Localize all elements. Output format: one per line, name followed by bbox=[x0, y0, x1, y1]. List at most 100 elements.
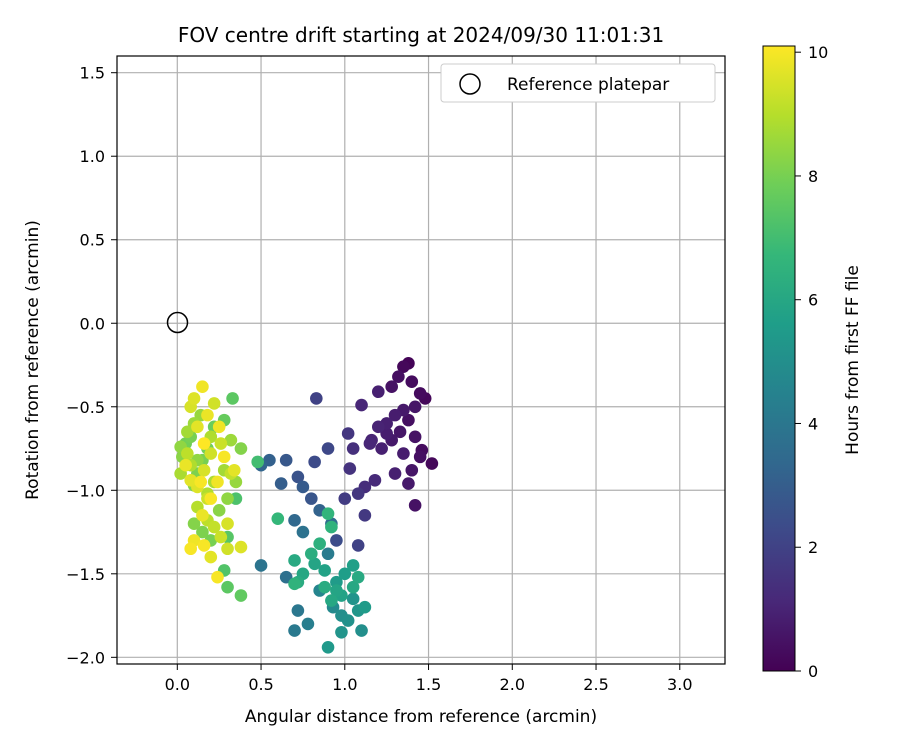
y-tick-label: −1.5 bbox=[66, 565, 105, 584]
scatter-point bbox=[251, 455, 264, 469]
x-axis-ticks: 0.0 0.5 1.0 1.5 2.0 2.5 3.0 bbox=[165, 664, 693, 694]
x-tick-label: 1.0 bbox=[332, 675, 357, 694]
scatter-point bbox=[181, 447, 194, 460]
scatter-point bbox=[304, 547, 318, 561]
scatter-point bbox=[325, 520, 338, 534]
scatter-point bbox=[343, 462, 357, 475]
scatter-point bbox=[204, 550, 218, 564]
y-tick-label: 1.5 bbox=[80, 64, 105, 83]
reference-platepar-marker bbox=[166, 311, 189, 334]
scatter-point bbox=[254, 559, 268, 572]
scatter-point bbox=[346, 442, 360, 455]
x-tick-label: 0.5 bbox=[248, 675, 273, 694]
scatter-point bbox=[380, 427, 393, 440]
scatter-point bbox=[308, 455, 321, 469]
scatter-point bbox=[197, 539, 211, 552]
scatter-point bbox=[313, 537, 326, 551]
y-tick-label: −0.5 bbox=[66, 398, 105, 417]
scatter-point bbox=[234, 540, 248, 554]
scatter-point bbox=[346, 580, 360, 594]
scatter-point bbox=[211, 570, 224, 584]
scatter-point bbox=[405, 463, 419, 477]
x-tick-label: 0.0 bbox=[165, 675, 190, 694]
scatter-point bbox=[321, 547, 335, 561]
scatter-point bbox=[346, 559, 360, 572]
scatter-point bbox=[402, 413, 415, 427]
scatter-point bbox=[207, 520, 221, 534]
scatter-point bbox=[325, 594, 338, 607]
scatter-point bbox=[351, 539, 365, 552]
scatter-point bbox=[214, 437, 228, 450]
y-axis-label: Rotation from reference (arcmin) bbox=[23, 220, 43, 500]
scatter-point bbox=[196, 380, 209, 394]
scatter-point bbox=[368, 473, 382, 487]
scatter-points bbox=[174, 357, 439, 654]
scatter-point bbox=[224, 433, 238, 447]
scatter-point bbox=[335, 625, 348, 639]
scatter-point bbox=[402, 477, 415, 490]
scatter-point bbox=[330, 584, 343, 597]
scatter-point bbox=[221, 580, 234, 594]
scatter-point bbox=[288, 577, 301, 591]
scatter-point bbox=[196, 525, 209, 539]
scatter-point bbox=[204, 492, 218, 505]
scatter-point bbox=[197, 463, 211, 477]
scatter-point bbox=[274, 477, 288, 490]
scatter-point bbox=[338, 567, 352, 581]
scatter-point bbox=[212, 504, 226, 517]
scatter-point bbox=[291, 604, 305, 617]
y-axis-ticks: 1.5 1.0 0.5 0.0 −0.5 −1.0 −1.5 −2.0 bbox=[66, 64, 117, 667]
scatter-point bbox=[291, 470, 305, 484]
scatter-point bbox=[221, 517, 234, 530]
scatter-point bbox=[221, 492, 234, 505]
legend-entry: Reference platepar bbox=[507, 75, 669, 95]
scatter-point bbox=[187, 517, 201, 530]
scatter-point bbox=[191, 420, 204, 434]
scatter-point bbox=[279, 570, 293, 584]
colorbar-tick-label: 10 bbox=[808, 43, 828, 62]
grid bbox=[117, 56, 725, 664]
scatter-point bbox=[227, 463, 241, 477]
scatter-point bbox=[217, 450, 231, 464]
scatter-point bbox=[358, 600, 372, 614]
scatter-point bbox=[346, 592, 360, 606]
scatter-point bbox=[187, 392, 201, 405]
y-tick-label: −1.0 bbox=[66, 481, 105, 500]
x-tick-label: 1.5 bbox=[416, 675, 441, 694]
scatter-point bbox=[197, 437, 211, 450]
colorbar bbox=[762, 45, 796, 672]
scatter-point bbox=[179, 458, 192, 472]
scatter-point bbox=[388, 408, 402, 422]
y-tick-label: 0.5 bbox=[80, 231, 105, 250]
scatter-point bbox=[279, 453, 293, 467]
scatter-point bbox=[321, 442, 335, 455]
legend-marker-icon bbox=[459, 73, 481, 95]
y-tick-label: 1.0 bbox=[80, 147, 105, 166]
scatter-point bbox=[363, 437, 377, 450]
scatter-point bbox=[234, 589, 248, 602]
scatter-point bbox=[341, 614, 355, 627]
scatter-point bbox=[371, 420, 385, 434]
scatter-point bbox=[408, 499, 422, 512]
scatter-point bbox=[371, 385, 385, 399]
scatter-point bbox=[425, 457, 439, 470]
x-tick-label: 2.5 bbox=[583, 675, 608, 694]
scatter-point bbox=[385, 380, 398, 394]
y-tick-label: −2.0 bbox=[66, 648, 105, 667]
colorbar-tick-label: 4 bbox=[808, 414, 818, 433]
scatter-point bbox=[405, 375, 419, 389]
scatter-point bbox=[355, 398, 368, 412]
scatter-point bbox=[318, 564, 331, 577]
scatter-point bbox=[271, 512, 285, 525]
scatter-point bbox=[330, 534, 343, 547]
scatter-point bbox=[181, 425, 194, 439]
scatter-point bbox=[397, 360, 410, 373]
scatter-point bbox=[388, 467, 402, 480]
scatter-point bbox=[194, 475, 208, 489]
scatter-point bbox=[201, 408, 214, 422]
legend: Reference platepar bbox=[440, 63, 716, 103]
scatter-point bbox=[393, 425, 407, 439]
colorbar-tick-label: 8 bbox=[808, 167, 818, 186]
scatter-point bbox=[296, 525, 310, 539]
